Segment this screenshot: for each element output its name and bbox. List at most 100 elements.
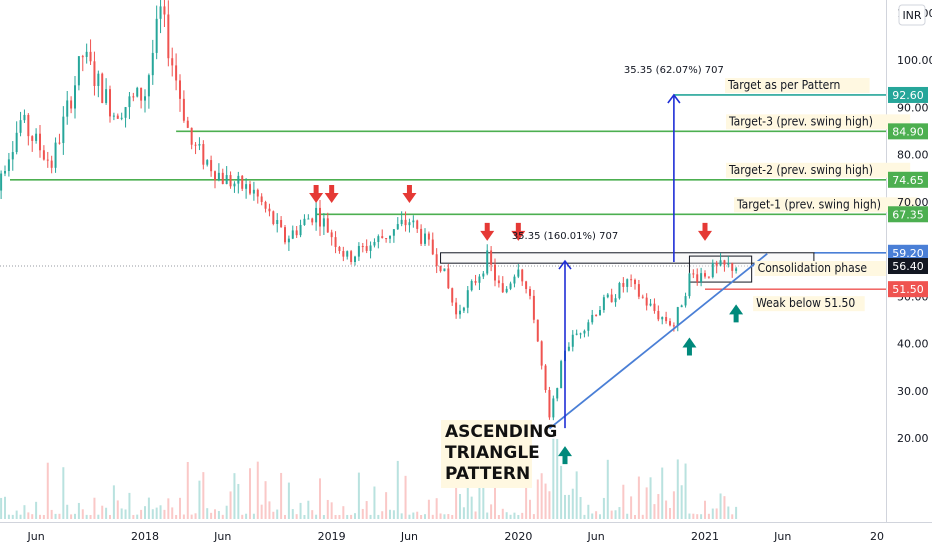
candle-body[interactable] (602, 297, 605, 310)
candle-body[interactable] (27, 114, 30, 137)
candle-body[interactable] (307, 218, 310, 220)
candle-body[interactable] (556, 388, 559, 399)
candle-body[interactable] (634, 279, 636, 285)
candle-body[interactable] (567, 346, 570, 351)
candle-body[interactable] (536, 319, 539, 342)
candle-body[interactable] (81, 56, 84, 58)
candle-body[interactable] (217, 172, 220, 181)
candle-body[interactable] (334, 237, 337, 247)
candle-body[interactable] (630, 279, 633, 281)
candle-body[interactable] (560, 361, 563, 389)
candle-body[interactable] (684, 296, 687, 306)
candle-body[interactable] (439, 265, 442, 272)
candle-body[interactable] (295, 230, 298, 236)
candle-body[interactable] (252, 189, 255, 194)
candle-body[interactable] (517, 269, 520, 277)
candle-body[interactable] (77, 56, 80, 86)
candle-body[interactable] (151, 52, 154, 76)
candle-body[interactable] (206, 160, 209, 165)
candle-body[interactable] (470, 280, 473, 291)
candle-body[interactable] (595, 314, 598, 316)
candle-body[interactable] (311, 218, 314, 223)
candle-body[interactable] (167, 14, 170, 59)
candle-body[interactable] (688, 273, 691, 297)
candle-body[interactable] (420, 228, 423, 244)
candle-body[interactable] (105, 89, 108, 103)
candle-body[interactable] (233, 183, 236, 187)
candle-body[interactable] (268, 208, 271, 212)
candle-body[interactable] (447, 268, 450, 289)
candle-body[interactable] (39, 133, 41, 151)
candle-body[interactable] (361, 246, 364, 248)
candle-body[interactable] (610, 294, 613, 303)
candles[interactable] (0, 0, 738, 421)
candle-body[interactable] (404, 219, 407, 226)
candle-body[interactable] (587, 322, 590, 331)
candle-body[interactable] (700, 273, 703, 282)
candle-body[interactable] (459, 310, 461, 315)
candle-body[interactable] (591, 314, 594, 323)
candle-body[interactable] (249, 184, 251, 194)
candle-body[interactable] (672, 325, 675, 327)
candle-body[interactable] (58, 142, 61, 144)
candle-body[interactable] (190, 127, 193, 145)
candle-body[interactable] (194, 144, 197, 146)
candle-body[interactable] (7, 159, 10, 172)
candle-body[interactable] (132, 96, 135, 98)
candle-body[interactable] (435, 254, 438, 266)
candle-body[interactable] (272, 211, 275, 224)
candle-body[interactable] (326, 218, 329, 233)
candle-body[interactable] (719, 260, 722, 266)
candle-body[interactable] (369, 245, 372, 251)
candle-body[interactable] (462, 307, 465, 311)
candle-body[interactable] (241, 175, 244, 189)
candle-body[interactable] (62, 116, 65, 144)
candle-body[interactable] (657, 310, 660, 320)
candle-body[interactable] (579, 333, 582, 335)
candle-body[interactable] (416, 220, 419, 229)
candle-body[interactable] (35, 133, 38, 141)
candle-body[interactable] (696, 274, 699, 282)
candle-body[interactable] (256, 189, 259, 197)
candle-body[interactable] (338, 246, 341, 252)
candle-body[interactable] (474, 280, 477, 283)
candle-body[interactable] (237, 175, 240, 184)
candle-body[interactable] (509, 283, 512, 289)
candle-body[interactable] (692, 273, 695, 275)
candle-body[interactable] (11, 152, 14, 160)
candle-body[interactable] (727, 263, 730, 265)
candle-body[interactable] (544, 365, 547, 391)
candle-body[interactable] (571, 334, 574, 347)
candle-body[interactable] (93, 61, 96, 86)
candle-body[interactable] (501, 283, 504, 293)
candle-body[interactable] (408, 222, 411, 226)
candle-body[interactable] (85, 51, 88, 57)
candle-body[interactable] (245, 184, 248, 189)
candle-body[interactable] (136, 87, 139, 97)
candle-body[interactable] (31, 136, 34, 141)
candle-body[interactable] (155, 18, 158, 53)
candle-body[interactable] (319, 207, 321, 227)
candle-body[interactable] (599, 309, 601, 316)
candle-body[interactable] (614, 298, 617, 303)
candle-body[interactable] (649, 303, 652, 306)
candle-body[interactable] (15, 132, 18, 153)
price-axis[interactable]: 20.0030.0040.0050.0060.0070.0080.0090.00… (897, 7, 932, 445)
candle-body[interactable] (548, 390, 551, 418)
candle-body[interactable] (74, 85, 76, 109)
candle-body[interactable] (264, 201, 267, 209)
candle-body[interactable] (552, 398, 555, 418)
candle-body[interactable] (392, 229, 395, 236)
candle-body[interactable] (396, 224, 399, 230)
candle-body[interactable] (486, 250, 489, 274)
candle-body[interactable] (389, 235, 391, 239)
candle-body[interactable] (159, 6, 162, 19)
candle-body[interactable] (412, 220, 415, 223)
candle-body[interactable] (529, 289, 531, 296)
candle-body[interactable] (315, 207, 318, 223)
candle-body[interactable] (661, 317, 664, 320)
candle-body[interactable] (276, 220, 279, 224)
candle-body[interactable] (144, 96, 146, 101)
candle-body[interactable] (66, 100, 69, 117)
candle-body[interactable] (427, 233, 430, 240)
